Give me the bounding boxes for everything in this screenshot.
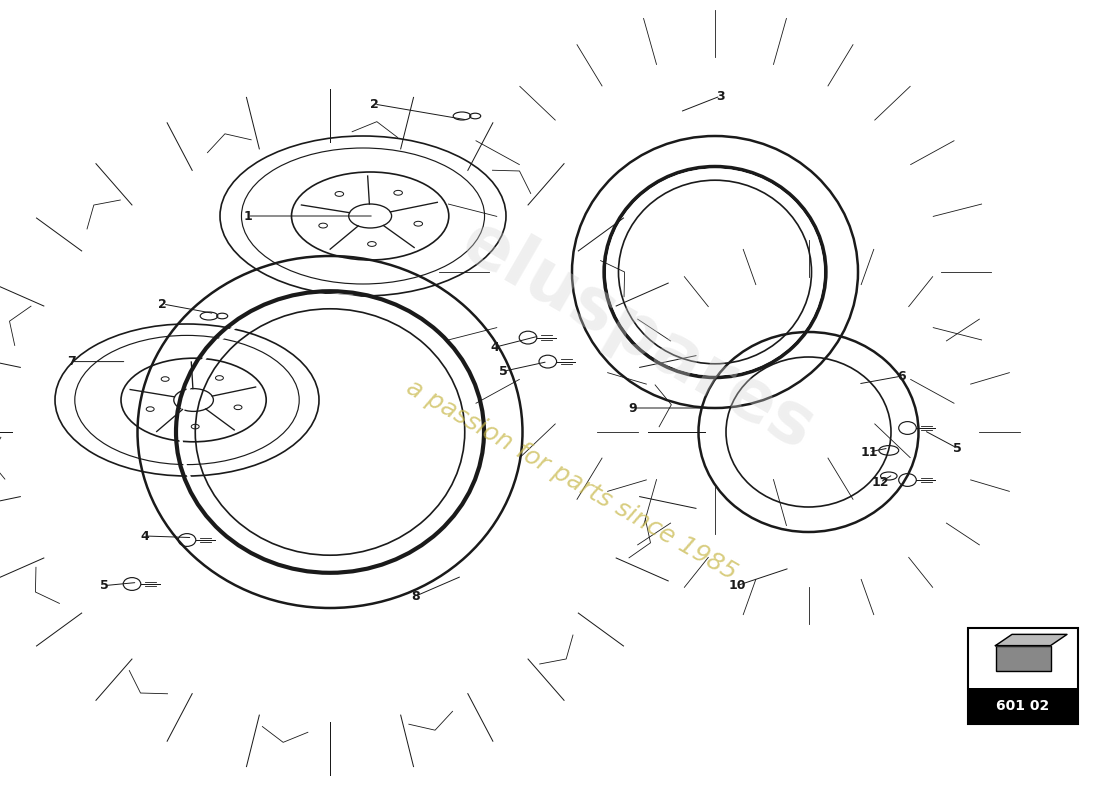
Text: 4: 4: [141, 530, 150, 542]
Text: 2: 2: [158, 298, 167, 310]
Text: a passion for parts since 1985: a passion for parts since 1985: [403, 375, 741, 585]
Text: 2: 2: [370, 98, 378, 110]
Text: 7: 7: [67, 355, 76, 368]
Text: 3: 3: [716, 90, 725, 102]
FancyBboxPatch shape: [968, 687, 1078, 724]
FancyBboxPatch shape: [996, 646, 1050, 671]
Text: 6: 6: [898, 370, 906, 382]
Text: 601 02: 601 02: [997, 698, 1049, 713]
FancyBboxPatch shape: [968, 628, 1078, 724]
Text: 12: 12: [871, 476, 889, 489]
Text: 8: 8: [411, 590, 420, 602]
Text: 9: 9: [628, 402, 637, 414]
Polygon shape: [996, 634, 1067, 646]
Text: 11: 11: [860, 446, 878, 458]
Text: 1: 1: [243, 210, 252, 222]
Text: 5: 5: [953, 442, 961, 454]
Text: eluspares: eluspares: [449, 207, 827, 465]
Text: 5: 5: [100, 579, 109, 592]
Text: 5: 5: [499, 365, 508, 378]
Text: 4: 4: [491, 341, 499, 354]
Text: 10: 10: [728, 579, 746, 592]
